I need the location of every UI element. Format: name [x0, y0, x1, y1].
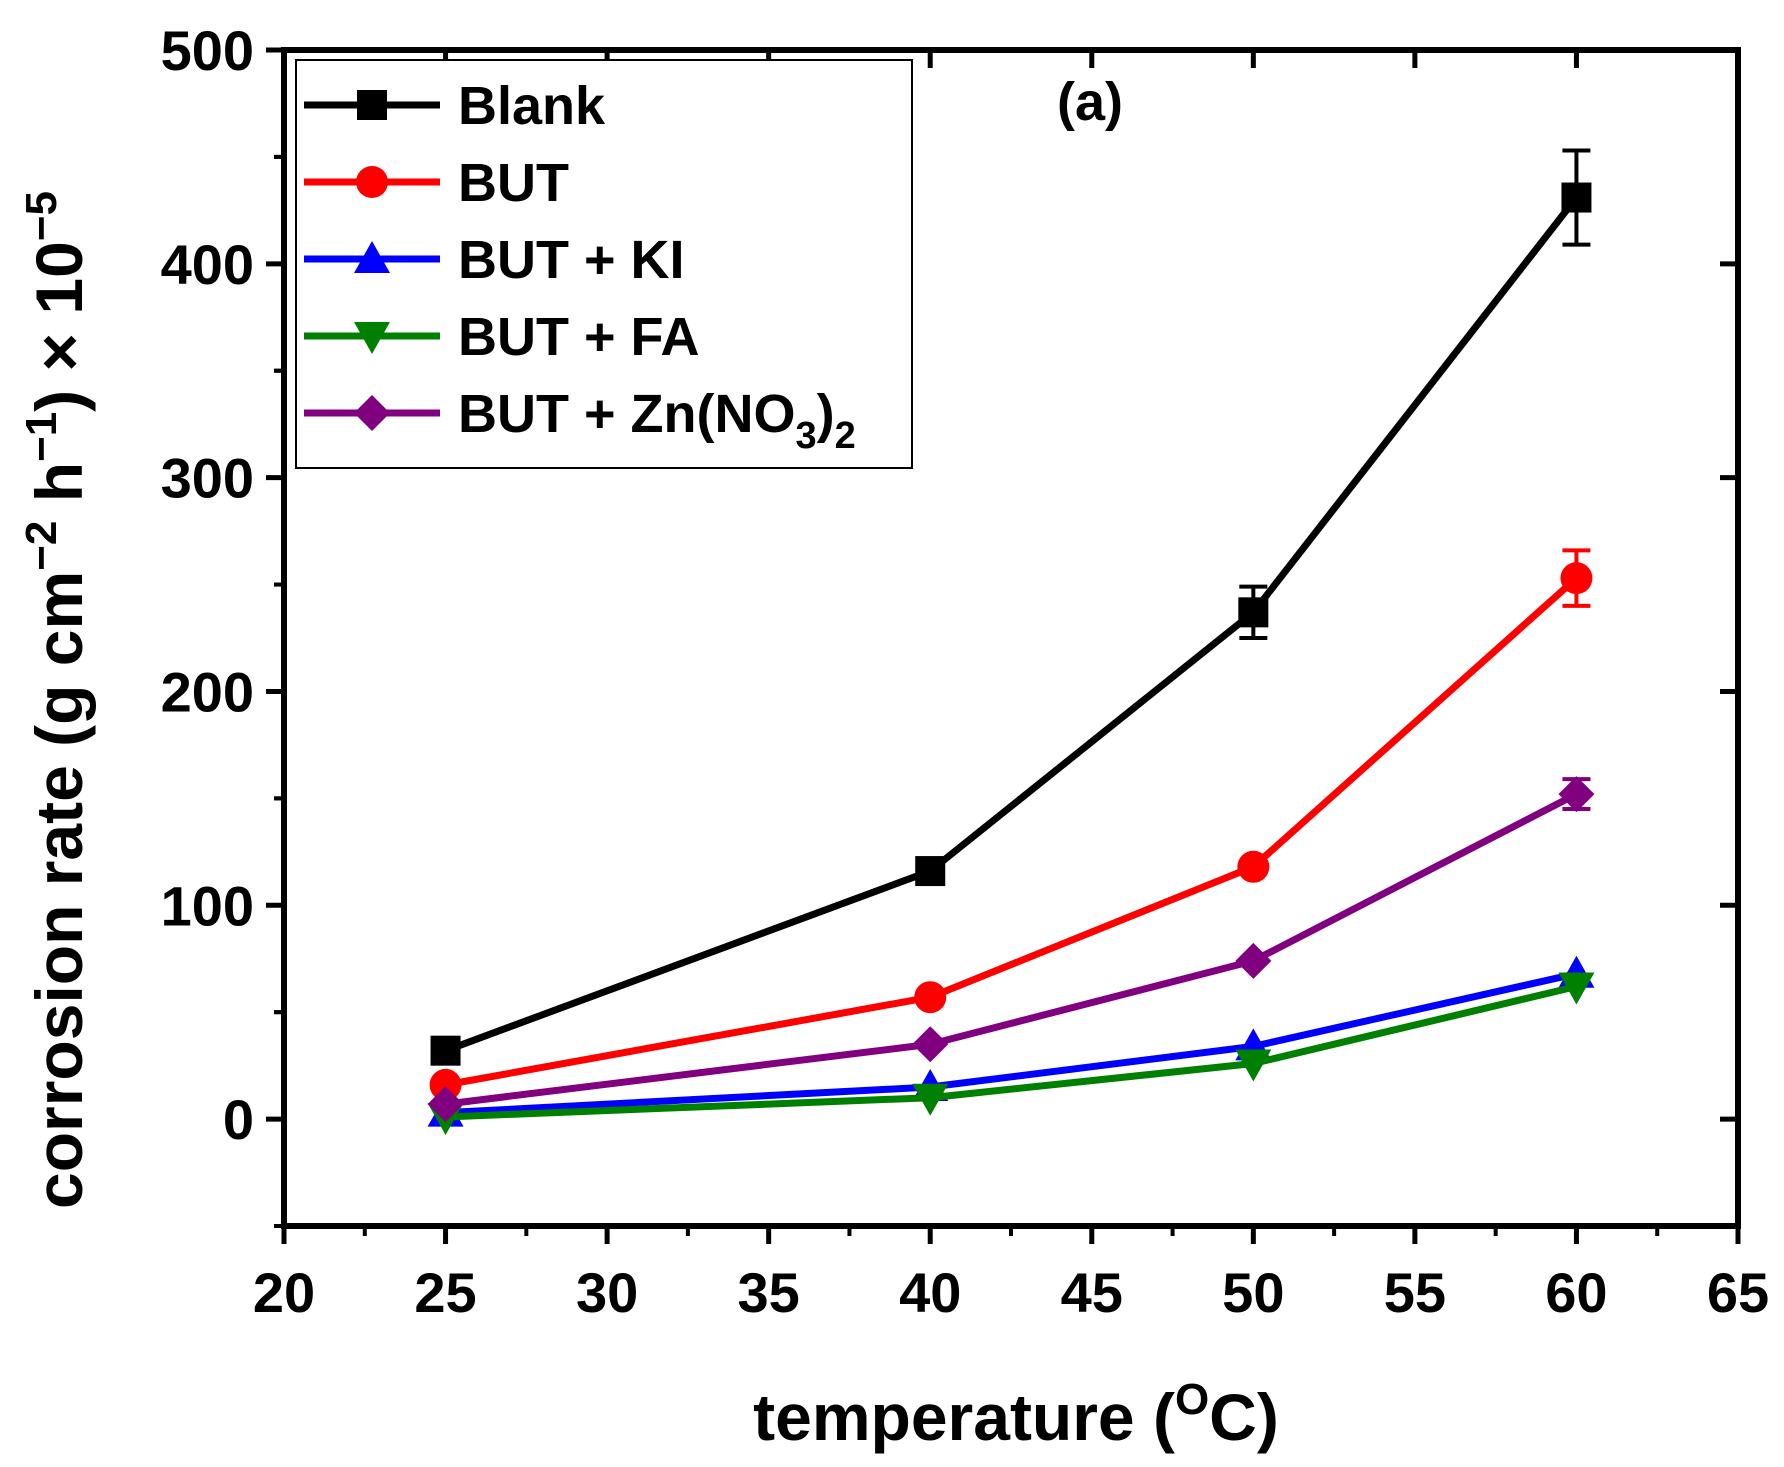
y-tick-label: 200 — [161, 660, 254, 723]
legend-label: BUT + Zn(NO3)2 — [458, 384, 856, 457]
series-line — [445, 970, 1578, 1117]
series-blank — [430, 148, 1592, 1066]
x-tick-label: 25 — [414, 1261, 476, 1324]
legend-marker — [354, 395, 390, 431]
series-line — [445, 983, 1578, 1121]
data-point — [912, 1026, 949, 1063]
legend-entry: BUT + FA — [304, 307, 700, 367]
data-point — [1237, 850, 1270, 883]
x-tick-label: 35 — [738, 1261, 800, 1324]
series-line — [445, 790, 1579, 1108]
x-tick-label: 30 — [576, 1261, 638, 1324]
y-tick-label: 100 — [161, 874, 254, 937]
data-point — [429, 1068, 462, 1101]
x-tick-label: 20 — [253, 1261, 315, 1324]
series-line — [444, 195, 1580, 1054]
data-point — [427, 1086, 464, 1123]
series-but-ki — [427, 955, 1595, 1127]
legend-label: BUT + KI — [458, 230, 685, 290]
legend-entry: BUT + Zn(NO3)2 — [304, 384, 856, 457]
data-point — [1235, 1049, 1272, 1082]
legend-entry: Blank — [304, 76, 606, 136]
series-but-zn-no3-2 — [427, 776, 1595, 1123]
panel-label: (a) — [1057, 72, 1123, 132]
y-tick-label: 400 — [161, 233, 254, 296]
legend-label: Blank — [458, 76, 606, 136]
legend-marker — [354, 322, 390, 354]
data-point — [915, 856, 946, 887]
y-tick-label: 500 — [161, 19, 254, 82]
legend-marker — [354, 241, 390, 273]
data-point — [1558, 776, 1595, 813]
data-point — [1238, 597, 1269, 628]
y-tick-label: 300 — [161, 447, 254, 510]
legend: Blank BUT BUT + KI BUT + FA BUT + Zn(NO3)2 — [295, 59, 913, 469]
legend-label: BUT — [458, 153, 569, 213]
series-line — [444, 575, 1579, 1089]
x-tick-label: 65 — [1707, 1261, 1769, 1324]
y-axis-title: corrosion rate (g cm−2 h−1) × 10−5 — [17, 191, 96, 1209]
x-tick-label: 50 — [1222, 1261, 1284, 1324]
legend-entry: BUT — [304, 153, 569, 213]
data-point — [1235, 942, 1272, 979]
data-point — [1561, 182, 1592, 213]
x-tick-label: 40 — [899, 1261, 961, 1324]
series-but — [429, 548, 1593, 1101]
legend-label: BUT + FA — [458, 307, 700, 367]
x-tick-label: 45 — [1061, 1261, 1123, 1324]
series-but-fa — [427, 972, 1595, 1135]
plot-border — [281, 47, 1741, 1229]
legend-marker — [357, 90, 387, 120]
legend-box — [295, 59, 913, 469]
data-point — [1558, 972, 1595, 1005]
y-tick-label: 0 — [223, 1088, 254, 1151]
axis-ticks: 20 25 30 35 40 45 50 55 60 65 0 100 200 300 400 500 — [161, 19, 1770, 1324]
x-tick-label: 60 — [1545, 1261, 1607, 1324]
x-axis-title: temperature (OC) — [753, 1375, 1279, 1454]
data-point — [430, 1035, 461, 1066]
data-point — [1560, 562, 1593, 595]
plot-frame — [281, 47, 1741, 1229]
data-point — [912, 1083, 949, 1116]
legend-entry: BUT + KI — [304, 230, 685, 290]
legend-marker — [356, 166, 388, 198]
data-series — [427, 148, 1595, 1135]
x-tick-label: 55 — [1384, 1261, 1446, 1324]
data-point — [914, 981, 947, 1014]
